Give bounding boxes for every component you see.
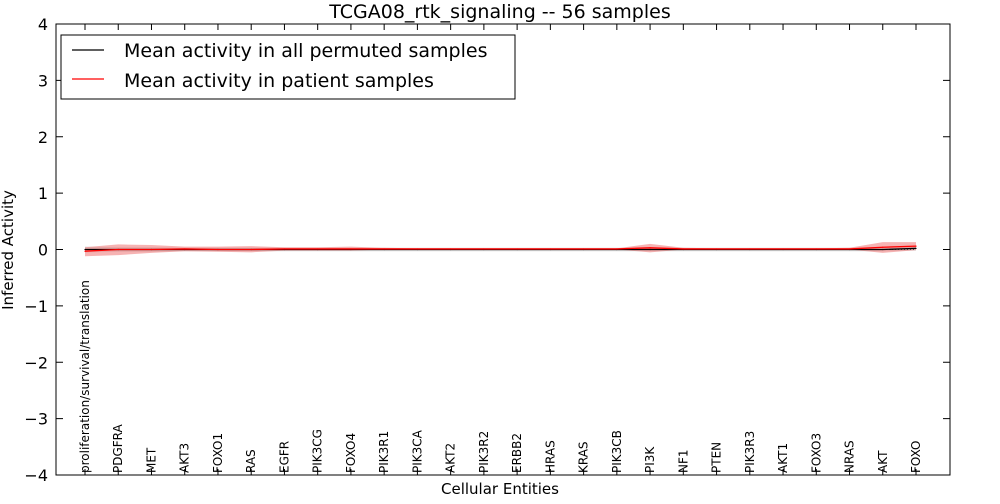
data-point-patient: [350, 248, 352, 250]
x-tick-label: HRAS: [543, 440, 557, 473]
data-point-patient: [848, 248, 851, 250]
y-tick-label: −2: [24, 353, 48, 372]
data-point-patient: [682, 248, 684, 250]
x-axis-label: Cellular Entities: [441, 480, 559, 498]
x-tick-label: FOXO1: [211, 433, 225, 473]
data-point-patient: [915, 245, 917, 247]
x-tick-label: AKT3: [178, 443, 192, 473]
series-lines: [84, 245, 917, 252]
plot-frame: [55, 23, 951, 476]
x-tick-label: NRAS: [843, 440, 857, 473]
data-point-patient: [283, 248, 286, 250]
y-tick-label: −3: [24, 410, 48, 429]
data-point-permuted: [84, 248, 86, 251]
y-tick-label: 1: [38, 184, 48, 203]
x-tick-label: PI3K: [643, 446, 657, 473]
x-tick-label: EGFR: [277, 441, 291, 473]
x-tick-label: PTEN: [710, 442, 724, 473]
x-tick-label: PDGFRA: [111, 423, 125, 473]
x-axis-ticks: proliferation/survival/translation PDGFRA…: [78, 24, 923, 475]
legend-frame: [60, 34, 516, 100]
x-tick-label: PIK3CB: [610, 430, 624, 473]
data-point-patient: [84, 250, 86, 252]
data-point-patient: [616, 248, 618, 250]
data-point-patient: [150, 248, 153, 251]
x-tick-label: AKT1: [776, 443, 790, 473]
x-tick-label: AKT2: [444, 443, 458, 473]
x-tick-label: PIK3R3: [743, 431, 757, 473]
x-tick-label: FOXO3: [809, 433, 823, 473]
y-axis-ticks: 4 3 2 1 0 −1 −2 −3 −4: [24, 15, 950, 485]
y-tick-label: 4: [38, 15, 48, 34]
data-point-patient: [317, 248, 319, 250]
data-point-patient: [715, 248, 718, 250]
data-point-patient: [749, 248, 751, 250]
data-point-patient: [882, 246, 884, 248]
data-point-patient: [117, 248, 119, 251]
data-point-patient: [483, 248, 485, 250]
data-point-patient: [549, 248, 551, 250]
data-point-permuted: [882, 248, 884, 251]
x-tick-label: proliferation/survival/translation: [78, 280, 92, 473]
data-point-patient: [815, 248, 817, 250]
x-tick-label: AKT: [876, 450, 890, 473]
data-point-patient: [383, 248, 385, 250]
x-tick-label: PIK3CA: [410, 429, 424, 473]
data-point-permuted: [915, 247, 917, 249]
legend: Mean activity in all permuted samples Me…: [60, 34, 516, 100]
x-tick-label: ERBB2: [510, 433, 524, 473]
y-tick-label: 2: [38, 128, 48, 147]
data-point-patient: [516, 248, 518, 250]
x-tick-label: FOXO: [909, 441, 923, 473]
data-point-permuted: [649, 248, 651, 251]
legend-label-permuted: Mean activity in all permuted samples: [124, 40, 487, 62]
x-tick-label: PIK3CG: [311, 429, 325, 473]
series-line-patient: [84, 245, 917, 252]
legend-label-patient: Mean activity in patient samples: [124, 70, 434, 92]
x-tick-label: NF1: [676, 449, 690, 473]
x-tick-label: KRAS: [577, 441, 591, 473]
data-point-patient: [184, 248, 186, 250]
data-point-patient: [782, 248, 784, 250]
chart-title: TCGA08_rtk_signaling -- 56 samples: [328, 1, 671, 23]
data-point-patient: [649, 247, 651, 249]
data-point-patient: [416, 248, 418, 250]
y-tick-label: −4: [24, 466, 48, 485]
y-tick-label: −1: [24, 297, 48, 316]
data-point-patient: [583, 248, 585, 250]
x-tick-label: FOXO4: [344, 433, 358, 473]
x-tick-label: RAS: [244, 449, 258, 473]
y-tick-label: 3: [38, 71, 48, 90]
y-axis-label: Inferred Activity: [0, 190, 17, 310]
data-point-patient: [217, 248, 219, 251]
x-tick-label: MET: [144, 447, 158, 473]
x-tick-label: PIK3R1: [377, 431, 391, 473]
x-tick-label: PIK3R2: [477, 431, 491, 473]
data-point-patient: [250, 248, 252, 251]
y-tick-label: 0: [38, 241, 48, 260]
data-point-patient: [450, 248, 452, 250]
